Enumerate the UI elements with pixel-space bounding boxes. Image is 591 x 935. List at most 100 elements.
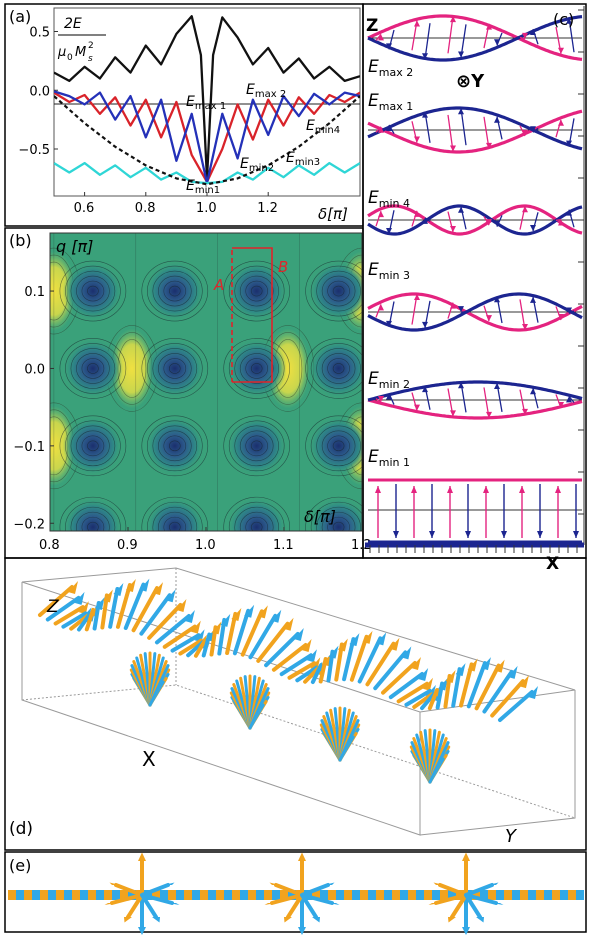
panel-b-ytick: −0.2 [13,517,45,532]
chain-segment [544,890,552,900]
chain-segment [368,890,376,900]
spin-envelope-pink [367,14,583,61]
spin-arrow [264,631,300,668]
energy-minimum [144,261,205,322]
chain-segment [184,890,192,900]
panel-c-row-label: Emax 2 [368,57,413,79]
spin-arrow [388,671,425,700]
spin-star-arm [434,893,468,905]
energy-minimum [144,415,205,476]
energy-minimum [62,261,123,322]
panel-c-row-label: Emin 1 [368,447,410,469]
energy-minimum [308,415,362,476]
spin-arrow [115,583,132,629]
panel-a-label: (a) [9,7,31,26]
energy-minimum [308,338,362,399]
panel-c-row-label: Emin 3 [368,260,410,282]
spin-arrow [519,36,526,40]
spin-arrow [424,23,431,60]
chain-segment [160,890,168,900]
chain-segment [344,890,352,900]
chain-segment [496,890,504,900]
energy-minimum [62,338,123,399]
panel-b-ytick: −0.1 [13,440,45,455]
panel-c-row-label: Emax 1 [368,91,413,113]
spin-arrow [447,16,454,54]
panel-a-xtick: 0.6 [74,201,95,216]
spin-star-arm [140,893,174,905]
panel-c-axis-x: X [546,554,559,574]
chain-segment [392,890,400,900]
spin-arrow [76,612,92,632]
spin-star-arm [274,883,304,897]
svg-text:2E: 2E [64,16,82,32]
spin-arrow [357,636,383,684]
svg-text:M: M [75,45,86,60]
panel-a-ticks: 0.6 0.8 1.0 1.2 0.5 0.0 −0.5 [18,26,277,217]
chain-segment [560,890,568,900]
svg-text:μ: μ [57,45,66,60]
energy-minimum [226,497,287,531]
spin-arrow [424,217,431,223]
chain-segment [128,890,136,900]
annotation-emin2: Emin2 [240,156,274,174]
panel-a-xlabel: δ[π] [318,205,348,223]
panel-e-label: (e) [9,856,31,875]
panel-c-row-label: Emin 4 [368,188,410,210]
annotation-emax1: Emax 1 [186,94,226,112]
spin-arrow [240,609,264,657]
spin-arrow [303,666,321,684]
spin-star-arm [300,883,330,897]
annotation-emin4: Emin4 [306,118,340,136]
chain-segment [320,890,328,900]
energy-minimum [62,415,123,476]
svg-text:0: 0 [67,53,73,63]
spin-envelope-navy [367,106,583,151]
spin-arrow [349,634,369,682]
panel-c-spin-rows [367,14,583,544]
chain-segment [48,890,56,900]
chain-segment [472,890,480,900]
panel-a-ylabel: 2E μ 0 M s 2 [57,16,106,64]
chain-segment [576,890,584,900]
chain-segment [168,890,176,900]
chain-segment [96,890,104,900]
annotation-emax2: Emax 2 [246,82,286,100]
spin-arrow [532,127,539,133]
spin-arrow [375,126,382,133]
spin-arrow [490,679,525,718]
chain-segment [24,890,32,900]
panel-d-spin-helix [38,578,538,784]
panel-c-row-labels: Emax 2 Emax 1 Emin 4 Emin 3 Emin 2 Emin 1 [368,57,413,469]
spin-arrow [178,638,203,656]
spin-arrow [555,218,562,222]
chain-segment [112,890,120,900]
chain-segment [272,890,280,900]
panel-b-ylabel: q [π] [56,237,93,256]
spin-star-arm [270,893,304,905]
panel-d-axis-y: Y [505,826,518,847]
spin-arrow [482,669,514,714]
panel-c-label: (c) [553,10,574,29]
panel-a: 0.6 0.8 1.0 1.20.50.0−0.5 (a) 2E μ 0 M s 2 … [9,7,361,223]
spin-arrow [388,124,395,134]
spin-star-arm [464,883,494,897]
panel-b-paths [231,247,273,383]
chain-segment [248,890,256,900]
panel-e-spin-chain [8,852,584,935]
chain-segment [416,890,424,900]
spin-star-arm [140,893,158,919]
panel-b: 0.8 0.9 1.0 1.1 1.2 0.1 0.0 −0.1 −0.2 A B (b) q … [9,231,372,553]
chain-segment [440,890,448,900]
spin-arrow [451,667,462,708]
panel-c-axis-z: Z [366,16,378,36]
spin-arrow [139,593,172,636]
panel-b-xtick: 1.1 [273,538,294,553]
chain-segment [336,890,344,900]
chain-segment [488,890,496,900]
spin-arrow [123,582,146,630]
spin-envelope-pink [367,109,583,154]
chain-segment [80,890,88,900]
spin-arrow [162,624,197,649]
